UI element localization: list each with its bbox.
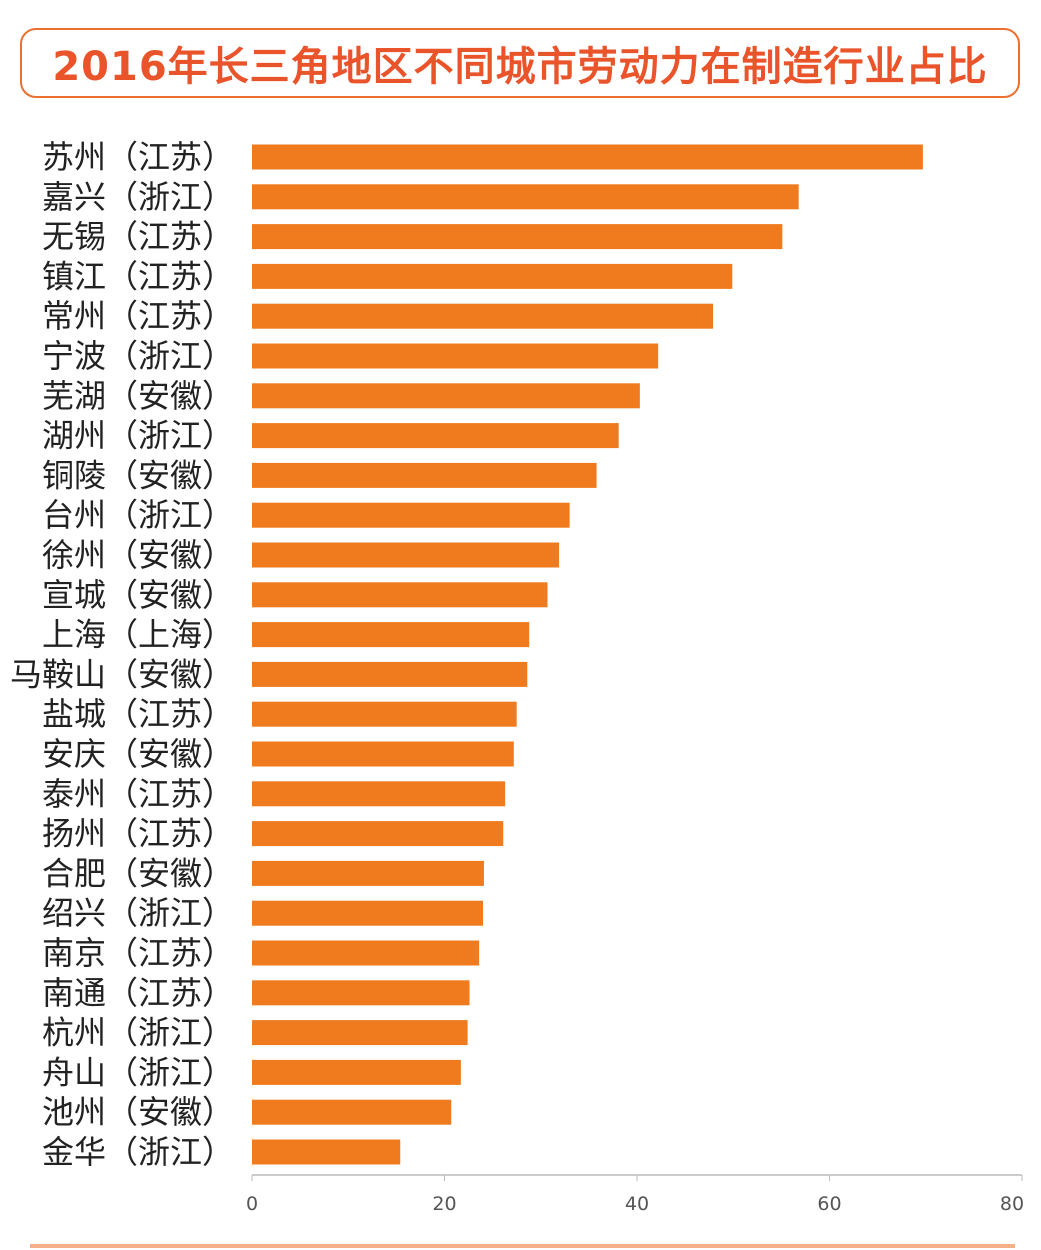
x-tick-label: 20 [432,1193,456,1215]
category-label: 苏州（江苏） [42,138,234,176]
bar [252,144,923,170]
bar [252,542,560,568]
bars-group [252,144,923,1165]
category-label: 宁波（浙江） [42,337,234,375]
chart-title: 2016年长三角地区不同城市劳动力在制造行业占比 [20,28,1020,98]
x-ticks-group: 0 20 40 60 80 [246,1175,1024,1215]
bar [252,860,484,886]
bar [252,741,514,767]
category-label: 南京（江苏） [42,934,234,972]
bar [252,701,517,727]
bar [252,343,659,369]
bar [252,1099,452,1125]
bar [252,622,530,648]
category-label: 徐州（安徽） [42,536,234,574]
bar [252,423,619,449]
x-tick-label: 40 [625,1193,649,1215]
bottom-decoration [30,1244,1015,1248]
category-label: 盐城（江苏） [42,695,234,733]
bar [252,383,640,409]
bar [252,224,783,250]
category-label: 台州（浙江） [42,496,234,534]
category-label: 上海（上海） [42,616,234,654]
category-label: 合肥（安徽） [42,854,234,892]
category-label: 绍兴（浙江） [42,894,234,932]
category-label: 铜陵（安徽） [42,456,234,494]
bar [252,1139,401,1165]
bar [252,980,470,1006]
category-label: 舟山（浙江） [42,1053,234,1091]
x-tick-label: 80 [1000,1193,1024,1215]
category-label: 常州（江苏） [42,297,234,335]
bar [252,781,506,807]
bar [252,821,504,847]
category-label: 芜湖（安徽） [42,377,234,415]
bar [252,303,714,329]
category-label: 杭州（浙江） [42,1014,234,1052]
category-label: 南通（江苏） [42,974,234,1012]
category-label: 马鞍山（安徽） [10,655,234,693]
bar [252,900,483,926]
bar [252,502,570,528]
bar [252,462,597,488]
bar [252,940,480,966]
category-labels-group: 苏州（江苏）嘉兴（浙江）无锡（江苏）镇江（江苏）常州（江苏）宁波（浙江）芜湖（安… [10,138,234,1171]
category-label: 无锡（江苏） [42,218,234,256]
x-tick-label: 60 [817,1193,841,1215]
category-label: 池州（安徽） [42,1093,234,1131]
bar [252,184,799,210]
bar [252,661,528,687]
bar [252,1059,461,1085]
bar [252,263,733,289]
category-label: 湖州（浙江） [42,417,234,455]
bar [252,1020,468,1046]
category-label: 金华（浙江） [42,1133,234,1171]
category-label: 泰州（江苏） [42,775,234,813]
category-label: 扬州（江苏） [42,815,234,853]
category-label: 嘉兴（浙江） [42,178,234,216]
category-label: 镇江（江苏） [42,257,234,295]
x-tick-label: 0 [246,1193,258,1215]
bar [252,582,548,608]
category-label: 宣城（安徽） [42,576,234,614]
category-label: 安庆（安徽） [42,735,234,773]
